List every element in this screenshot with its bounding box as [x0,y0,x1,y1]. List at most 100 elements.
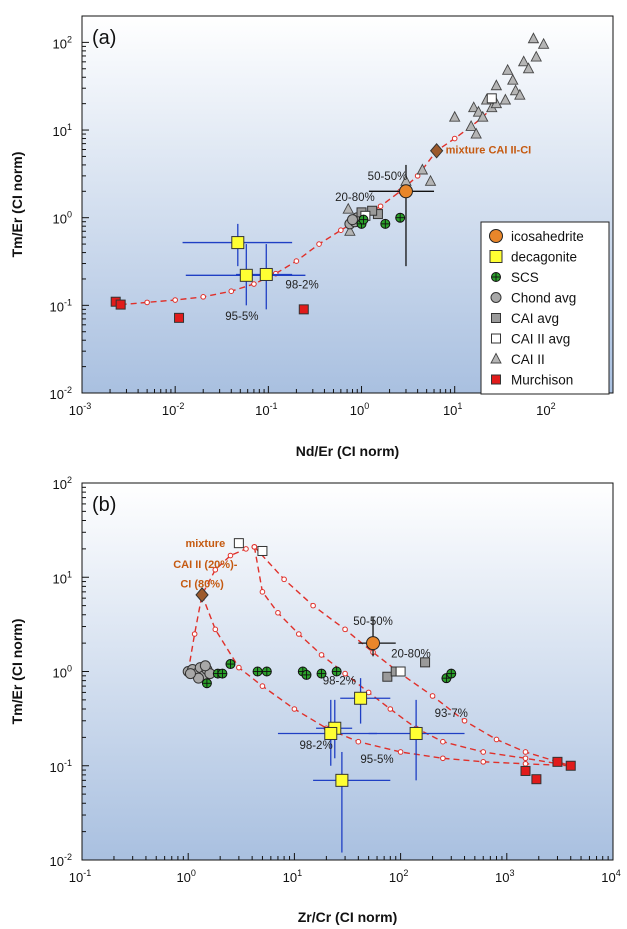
tick-mantissa: 10 [536,403,550,418]
y-axis-label: Tm/Er (CI norm) [9,619,25,725]
plot-frame [81,15,614,394]
point-scs [316,668,327,679]
point-icosahedrite [398,184,413,199]
point-scs [331,666,342,677]
tick-mantissa: 10 [53,666,67,681]
y-tick-label: 10-2 [50,852,72,869]
point-icosahedrite [366,636,381,651]
mixing-step-marker [440,738,446,745]
point-scs [217,668,228,679]
tick-exponent: 3 [510,868,515,878]
legend-label: CAI II avg [511,332,570,347]
x-tick-label: 100 [350,401,369,418]
y-axis-label: Tm/Er (CI norm) [9,152,25,258]
point-decagonite [409,726,423,740]
mixing-step-marker [480,749,487,755]
annotation-label: 20-80% [335,192,375,204]
mixing-step-marker [200,294,207,300]
y-tick-label: 101 [53,122,72,139]
mixing-step-marker [144,299,150,306]
point-cai2 [537,37,550,49]
mixing-step-marker [236,664,242,671]
annotation-label: CI (80%) [180,578,224,590]
mixing-step-marker [387,706,394,712]
tick-exponent: 0 [67,210,72,220]
mixing-step-marker [493,736,500,743]
legend-marker-murchison [491,374,501,385]
annotation-label: CAI II (20%)- [173,559,238,571]
point-cai2 [501,63,514,75]
mixing-step-marker [228,288,235,295]
tick-mantissa: 10 [69,403,83,418]
point-decagonite [231,236,245,250]
point-cai2 [467,101,480,113]
point-chond [346,214,358,226]
mixing-step-marker [259,683,266,689]
annotation-label: 98-2% [323,675,356,687]
point-decagonite [259,267,273,281]
point-cai_avg [367,205,378,216]
tick-mantissa: 10 [601,870,615,885]
tick-mantissa: 10 [350,403,364,418]
y-tick-label: 102 [53,475,72,492]
mixing-step-marker [295,631,302,637]
tick-exponent: -2 [64,852,72,862]
point-cai2 [522,62,535,74]
axis-ticks [81,15,614,394]
x-axis-label: Nd/Er (CI norm) [296,443,399,459]
point-scs [201,678,212,689]
tick-exponent: 1 [457,401,462,411]
point-cai2_avg [233,538,244,549]
point-cai2 [416,163,429,175]
point-cai2 [490,79,503,91]
legend-marker-decagonite [489,250,503,263]
point-chond [184,668,196,680]
annotation-label: 93-7% [435,708,468,720]
tick-mantissa: 10 [50,387,64,402]
mixing-step-marker [377,203,384,210]
point-cai2 [470,127,482,139]
point-scs [261,666,272,677]
point-cai2 [530,50,542,62]
point-scs [380,218,391,229]
mixing-step-marker [259,589,266,595]
tick-mantissa: 10 [283,870,297,885]
plot-frame [81,482,614,861]
point-decagonite [354,691,368,705]
tick-exponent: 2 [551,401,556,411]
x-axis-label: Zr/Cr (CI norm) [298,909,398,925]
point-cai2_avg [257,545,268,556]
mixing-step-marker [251,544,258,550]
point-murchison [552,756,563,767]
chart-panel-b: 10-1 100 101 102 103 10410-210-1100101102Zr/C… [9,475,621,925]
mixing-step-marker [251,281,257,287]
mixing-step-marker [293,258,300,264]
y-tick-label: 100 [53,664,72,681]
point-scs [358,214,369,225]
point-cai2 [344,224,356,236]
mixing-step-marker [522,749,529,755]
x-tick-label: 100 [176,868,195,885]
tick-exponent: -2 [64,385,72,395]
tick-exponent: 0 [67,664,72,674]
data-points [110,32,550,323]
x-tick-label: 104 [601,868,620,885]
point-cai2 [448,110,461,122]
tick-mantissa: 10 [255,403,269,418]
data-points [182,538,576,787]
point-scs [446,668,457,679]
point-scs [252,666,263,677]
tick-mantissa: 10 [162,403,176,418]
legend-marker-scs [491,272,501,282]
point-cai2 [465,119,477,131]
tick-exponent: 2 [403,868,408,878]
legend-label: SCS [511,270,539,285]
point-scs [225,659,236,670]
mixing-step-marker [172,297,178,303]
point-murchison [174,312,185,323]
tick-exponent: 2 [67,475,72,485]
point-cai2 [527,32,540,44]
tick-mantissa: 10 [69,870,83,885]
annotation-label: 98-2% [285,280,318,292]
